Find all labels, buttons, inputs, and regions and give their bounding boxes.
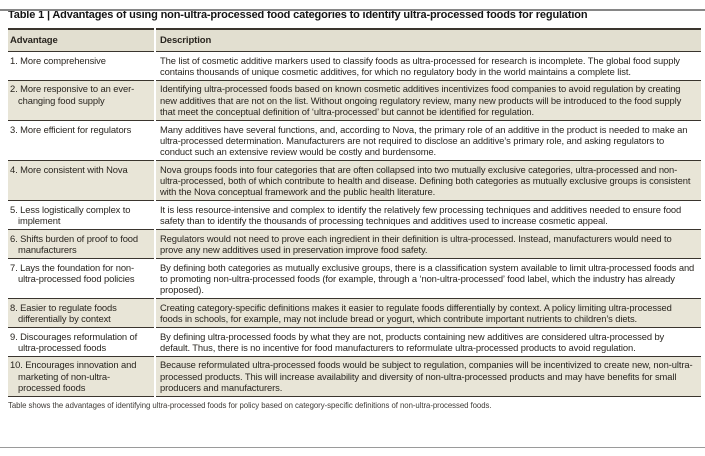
advantage-cell: 1. More comprehensive	[8, 52, 154, 81]
description-cell: Many additives have several functions, a…	[156, 121, 701, 162]
advantage-cell: 7. Lays the foundation for non-ultra-pro…	[8, 259, 154, 300]
description-cell: Creating category-specific definitions m…	[156, 299, 701, 329]
description-cell: By defining both categories as mutually …	[156, 259, 701, 300]
table-row: 9. Discourages reformulation of ultra-pr…	[8, 328, 701, 357]
advantage-cell: 5. Less logistically complex to implemen…	[8, 201, 154, 231]
table-row: 7. Lays the foundation for non-ultra-pro…	[8, 259, 701, 300]
column-header-advantage: Advantage	[8, 28, 154, 52]
description-cell: The list of cosmetic additive markers us…	[156, 52, 701, 81]
advantage-cell: 9. Discourages reformulation of ultra-pr…	[8, 328, 154, 357]
table-row: 8. Easier to regulate foods differential…	[8, 299, 701, 329]
table-title: Table 1 | Advantages of using non-ultra-…	[8, 9, 588, 21]
advantage-cell: 8. Easier to regulate foods differential…	[8, 299, 154, 329]
table-row: 10. Encourages innovation and marketing …	[8, 356, 701, 398]
description-cell: Because reformulated ultra-processed foo…	[156, 356, 701, 398]
column-header-description: Description	[156, 28, 701, 52]
description-cell: Nova groups foods into four categories t…	[156, 161, 701, 202]
table-row: 4. More consistent with Nova Nova groups…	[8, 161, 701, 202]
advantage-cell: 6. Shifts burden of proof to food manufa…	[8, 230, 154, 260]
table-row: 3. More efficient for regulators Many ad…	[8, 121, 701, 162]
description-cell: By defining ultra-processed foods by wha…	[156, 328, 701, 357]
table-row: 1. More comprehensive The list of cosmet…	[8, 52, 701, 81]
description-cell: It is less resource-intensive and comple…	[156, 201, 701, 231]
advantage-cell: 4. More consistent with Nova	[8, 161, 154, 202]
table-row: 6. Shifts burden of proof to food manufa…	[8, 230, 701, 260]
table-row: 2. More responsive to an ever-changing f…	[8, 80, 701, 122]
table-footnote: Table shows the advantages of identifyin…	[8, 401, 492, 411]
bottom-divider-rule	[0, 447, 705, 448]
advantages-table: Advantage Description 1. More comprehens…	[8, 28, 701, 398]
advantage-cell: 10. Encourages innovation and marketing …	[8, 356, 154, 398]
top-divider-rule	[0, 9, 705, 11]
advantage-cell: 2. More responsive to an ever-changing f…	[8, 80, 154, 122]
table-row: 5. Less logistically complex to implemen…	[8, 201, 701, 231]
description-cell: Regulators would not need to prove each …	[156, 230, 701, 260]
table-header-row: Advantage Description	[8, 28, 701, 52]
advantage-cell: 3. More efficient for regulators	[8, 121, 154, 162]
description-cell: Identifying ultra-processed foods based …	[156, 80, 701, 122]
